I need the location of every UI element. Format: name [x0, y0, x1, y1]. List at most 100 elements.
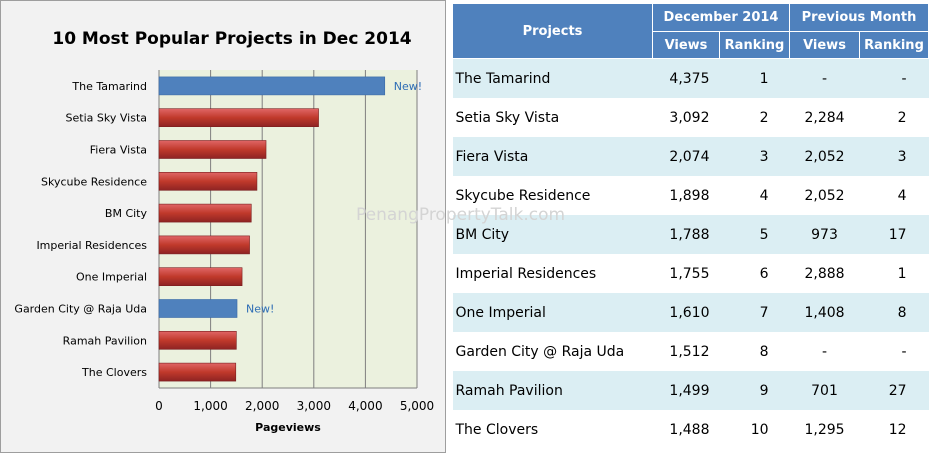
x-axis-label: Pageviews: [255, 421, 321, 434]
table-row: The Clovers 1,488 10 1,295 12: [452, 410, 929, 449]
prev-rank: 3: [859, 137, 929, 176]
dec-rank: 6: [719, 254, 790, 293]
col-header-prev-views: Views: [789, 31, 861, 59]
dec-views: 2,074: [652, 137, 720, 176]
y-category-label: BM City: [105, 207, 148, 220]
bar: [158, 330, 237, 350]
project-name: One Imperial: [452, 293, 653, 332]
table-row: Garden City @ Raja Uda 1,512 8 - -: [452, 332, 929, 371]
x-tick-label: 4,000: [348, 399, 382, 413]
bar: [158, 203, 252, 223]
prev-views: 973: [789, 215, 860, 254]
prev-views: 2,284: [789, 98, 860, 137]
project-name: Ramah Pavilion: [452, 371, 653, 410]
bar: [158, 267, 243, 287]
prev-rank: 27: [859, 371, 929, 410]
dec-views: 4,375: [652, 58, 720, 98]
prev-rank: 8: [859, 293, 929, 332]
bar-new: [158, 299, 238, 318]
y-category-label: The Clovers: [81, 366, 147, 379]
col-header-prev-ranking: Ranking: [859, 31, 930, 59]
y-category-label: Skycube Residence: [41, 175, 147, 188]
prev-rank: 4: [859, 176, 929, 215]
table-row: Skycube Residence 1,898 4 2,052 4: [452, 176, 929, 215]
prev-rank: -: [859, 332, 929, 371]
y-category-label: Imperial Residences: [36, 239, 147, 252]
col-header-views: Views: [652, 31, 720, 59]
dec-rank: 1: [719, 58, 790, 98]
prev-views: 1,295: [789, 410, 860, 449]
dec-views: 1,512: [652, 332, 720, 371]
prev-views: 2,052: [789, 137, 860, 176]
dec-rank: 8: [719, 332, 790, 371]
project-name: The Tamarind: [452, 58, 653, 98]
dec-rank: 3: [719, 137, 790, 176]
bar: [158, 140, 267, 159]
col-header-projects: Projects: [452, 3, 653, 59]
table-row: Ramah Pavilion 1,499 9 701 27: [452, 371, 929, 410]
x-tick-label: 5,000: [400, 399, 434, 413]
x-tick-label: 3,000: [297, 399, 331, 413]
table-row: Setia Sky Vista 3,092 2 2,284 2: [452, 98, 929, 137]
dec-views: 1,755: [652, 254, 720, 293]
prev-views: -: [789, 332, 860, 371]
bar-new: [158, 76, 386, 96]
table-row: BM City 1,788 5 973 17: [452, 215, 929, 254]
y-category-label: Setia Sky Vista: [66, 112, 147, 125]
rankings-table-panel: Projects December 2014 Previous Month Vi…: [452, 3, 930, 452]
prev-rank: 1: [859, 254, 929, 293]
bar: [158, 172, 258, 191]
new-badge: New!: [394, 80, 422, 93]
project-name: The Clovers: [452, 410, 653, 449]
project-name: BM City: [452, 215, 653, 254]
project-name: Imperial Residences: [452, 254, 653, 293]
bar: [158, 362, 237, 382]
y-category-label: The Tamarind: [71, 80, 147, 93]
new-badge: New!: [246, 303, 274, 316]
rankings-table: Projects December 2014 Previous Month Vi…: [452, 3, 930, 449]
prev-views: 1,408: [789, 293, 860, 332]
y-category-label: Garden City @ Raja Uda: [14, 303, 147, 316]
table-row: The Tamarind 4,375 1 - -: [452, 58, 929, 98]
project-name: Skycube Residence: [452, 176, 653, 215]
y-category-label: Ramah Pavilion: [63, 334, 147, 347]
dec-rank: 2: [719, 98, 790, 137]
dec-views: 1,788: [652, 215, 720, 254]
dec-rank: 9: [719, 371, 790, 410]
prev-views: 2,888: [789, 254, 860, 293]
prev-views: 2,052: [789, 176, 860, 215]
col-group-december-2014: December 2014: [651, 3, 791, 32]
dec-rank: 5: [719, 215, 790, 254]
dec-views: 1,898: [652, 176, 720, 215]
prev-views: -: [789, 58, 860, 98]
dec-rank: 4: [719, 176, 790, 215]
dec-rank: 10: [719, 410, 790, 449]
bar: [158, 235, 250, 255]
col-header-ranking: Ranking: [718, 31, 791, 59]
y-category-label: One Imperial: [76, 271, 147, 284]
x-tick-label: 0: [155, 399, 163, 413]
prev-rank: -: [859, 58, 929, 98]
prev-rank: 17: [859, 215, 929, 254]
col-group-previous-month: Previous Month: [789, 3, 930, 32]
x-tick-label: 2,000: [245, 399, 279, 413]
chart-panel: 10 Most Popular Projects in Dec 2014 0 1,0…: [0, 0, 446, 453]
prev-rank: 2: [859, 98, 929, 137]
bar: [158, 108, 319, 127]
project-name: Fiera Vista: [452, 137, 653, 176]
dec-rank: 7: [719, 293, 790, 332]
x-tick-label: 1,000: [193, 399, 227, 413]
prev-rank: 12: [859, 410, 929, 449]
table-row: One Imperial 1,610 7 1,408 8: [452, 293, 929, 332]
table-row: Fiera Vista 2,074 3 2,052 3: [452, 137, 929, 176]
chart-title: 10 Most Popular Projects in Dec 2014: [52, 29, 411, 49]
project-name: Setia Sky Vista: [452, 98, 653, 137]
dec-views: 1,488: [652, 410, 720, 449]
bar-chart: 10 Most Popular Projects in Dec 2014 0 1,0…: [14, 29, 434, 434]
y-category-label: Fiera Vista: [90, 144, 147, 157]
project-name: Garden City @ Raja Uda: [452, 332, 653, 371]
dec-views: 3,092: [652, 98, 720, 137]
table-row: Imperial Residences 1,755 6 2,888 1: [452, 254, 929, 293]
dec-views: 1,610: [652, 293, 720, 332]
prev-views: 701: [789, 371, 860, 410]
